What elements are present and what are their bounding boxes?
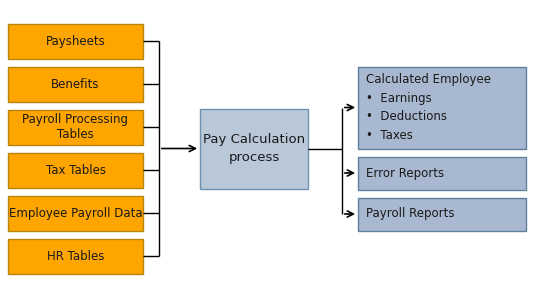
FancyBboxPatch shape	[8, 110, 143, 145]
Text: Employee Payroll Data: Employee Payroll Data	[9, 206, 143, 219]
Text: Pay Calculation
process: Pay Calculation process	[203, 133, 305, 164]
Text: Calculated Employee
•  Earnings
•  Deductions
•  Taxes: Calculated Employee • Earnings • Deducti…	[366, 73, 491, 142]
Text: HR Tables: HR Tables	[47, 249, 104, 263]
FancyBboxPatch shape	[8, 195, 143, 230]
FancyBboxPatch shape	[358, 198, 526, 230]
Text: Error Reports: Error Reports	[366, 167, 444, 179]
Text: Benefits: Benefits	[51, 78, 100, 91]
FancyBboxPatch shape	[8, 152, 143, 187]
FancyBboxPatch shape	[8, 23, 143, 59]
Text: Payroll Processing
Tables: Payroll Processing Tables	[23, 113, 129, 141]
Text: Tax Tables: Tax Tables	[46, 164, 106, 176]
Text: Paysheets: Paysheets	[46, 34, 106, 48]
Text: Payroll Reports: Payroll Reports	[366, 208, 455, 220]
FancyBboxPatch shape	[358, 157, 526, 189]
FancyBboxPatch shape	[8, 67, 143, 102]
FancyBboxPatch shape	[358, 67, 526, 148]
FancyBboxPatch shape	[200, 108, 308, 189]
FancyBboxPatch shape	[8, 238, 143, 274]
